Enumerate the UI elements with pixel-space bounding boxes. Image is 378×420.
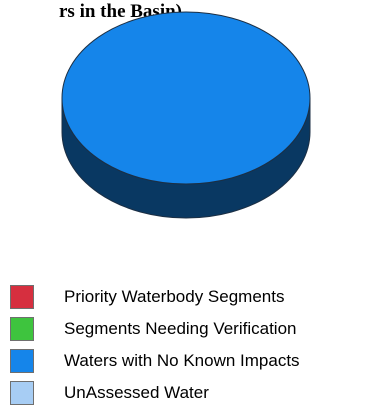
legend-item-segments-needing-verification: Segments Needing Verification: [10, 317, 378, 341]
legend-label-priority: Priority Waterbody Segments: [64, 287, 285, 306]
legend-item-unassessed-water: UnAssessed Water: [10, 381, 378, 405]
legend-swatch-unassessed: [10, 381, 34, 405]
legend-item-waters-no-known-impacts: Waters with No Known Impacts: [10, 349, 378, 373]
legend-label-unassessed: UnAssessed Water: [64, 383, 209, 402]
legend-item-priority-waterbody-segments: Priority Waterbody Segments: [10, 285, 378, 309]
legend-label-verification: Segments Needing Verification: [64, 319, 297, 338]
legend-swatch-no-impacts: [10, 349, 34, 373]
pie-slice-2: [61, 11, 311, 185]
legend-label-no-impacts: Waters with No Known Impacts: [64, 351, 300, 370]
pie-chart: [61, 11, 311, 219]
legend-swatch-priority: [10, 285, 34, 309]
pie-plot-area: [61, 11, 311, 219]
legend-swatch-verification: [10, 317, 34, 341]
